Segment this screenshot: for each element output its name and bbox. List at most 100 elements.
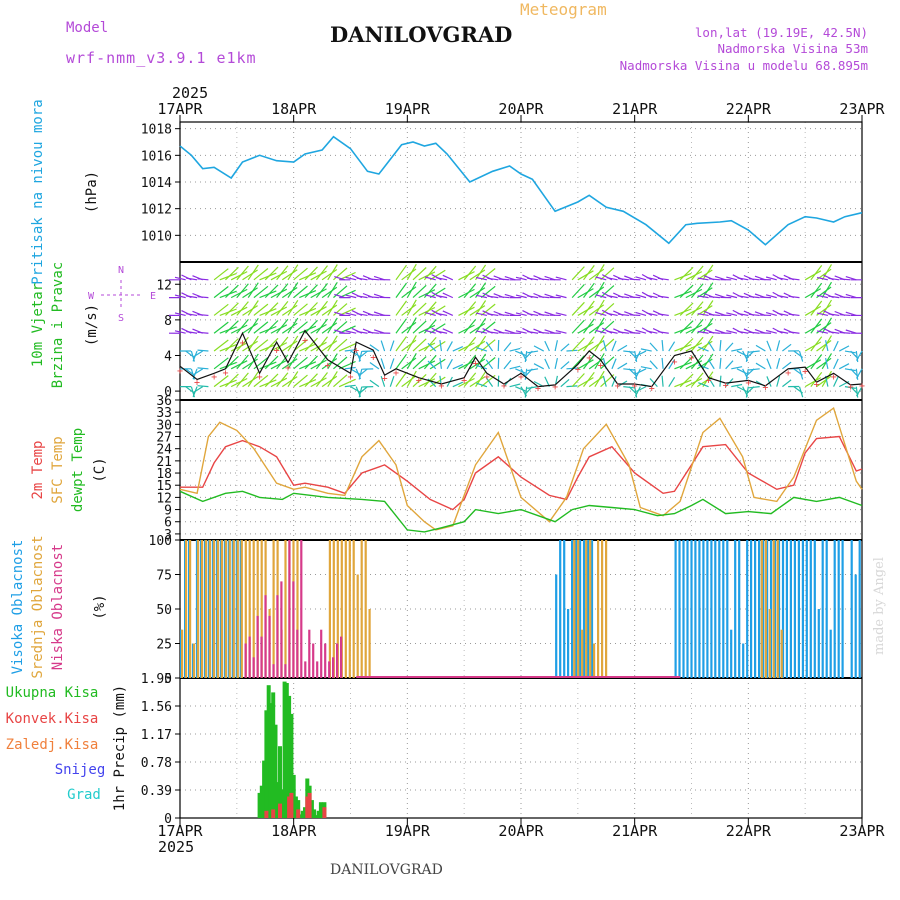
wind-arrow [429, 340, 446, 352]
cloud-bar [563, 540, 566, 678]
wind-arrow [480, 321, 496, 334]
wind-arrow [389, 358, 395, 370]
y-tick-label: 1016 [141, 149, 172, 164]
wind-gust-marker: + [723, 380, 729, 391]
wind-arrow [509, 383, 521, 388]
wind-arrow [782, 379, 792, 388]
wind-arrow [293, 356, 308, 370]
wind-arrow [594, 353, 605, 370]
precip-bar [309, 800, 314, 818]
cloud-bar [260, 540, 263, 678]
wind-arrow [281, 376, 298, 388]
cloud-bar [336, 540, 339, 678]
wind-arrow [748, 350, 760, 353]
wind-arrow [270, 324, 288, 334]
wind-arrow [469, 322, 486, 334]
y-tick-label: 1.95 [141, 672, 172, 687]
precip-bar [284, 683, 289, 818]
cloud-bar [805, 540, 808, 678]
wind-arrow [304, 373, 318, 388]
cloud-bar [750, 540, 753, 678]
wind-arrow [679, 338, 694, 352]
cloud-bar [181, 629, 184, 678]
wind-arrow [649, 378, 658, 388]
cloud-bar [236, 540, 239, 678]
wind-arrow [515, 330, 527, 334]
wind-arrow [583, 336, 595, 352]
wind-arrow [839, 296, 851, 299]
wind-arrow [197, 385, 209, 388]
y-tick-label: 33 [156, 406, 172, 421]
y-tick-label: 12 [156, 278, 172, 293]
cloud-bar [829, 629, 832, 678]
wind-arrow [855, 368, 863, 379]
wind-arrow [697, 277, 709, 281]
cloud-bar [575, 540, 578, 678]
cloud-bar [312, 643, 315, 678]
wind-arrow [577, 288, 594, 299]
wind-arrow [588, 286, 605, 299]
wind-arrow [560, 378, 570, 388]
y-tick-label: 1010 [141, 229, 172, 244]
wind-arrow [782, 343, 792, 352]
wind-arrow [685, 324, 703, 334]
wind-arrow [333, 267, 348, 281]
cloud-bar [288, 540, 291, 678]
wind-arrow [321, 304, 338, 316]
wind-gust-marker: + [848, 382, 854, 393]
wind-arrow [304, 302, 318, 316]
cloud-bar [821, 540, 824, 678]
wind-arrow [828, 277, 840, 281]
wind-arrow [225, 266, 239, 281]
cloud-bar [726, 540, 729, 678]
wind-arrow [635, 311, 647, 316]
wind-arrow [554, 340, 558, 352]
precip-bar [307, 792, 312, 818]
precip-bar [268, 703, 273, 818]
wind-arrow [401, 268, 417, 281]
meteogram-label: Meteogram [520, 0, 607, 19]
wind-arrow [242, 376, 258, 388]
wind-arrow [423, 372, 437, 388]
wind-arrow [401, 286, 417, 299]
wind-arrow [646, 312, 658, 317]
wind-arrow [816, 312, 829, 317]
wind-arrow [333, 303, 348, 316]
wind-arrow [429, 358, 446, 370]
cloud-bar [702, 540, 705, 678]
wind-gust-marker: + [348, 372, 354, 383]
wind-arrow [731, 348, 743, 352]
wind-arrow [509, 365, 521, 370]
y-tick-label: 0 [164, 812, 172, 827]
wind-arrow [657, 295, 669, 299]
wind-arrow [389, 376, 395, 387]
wind-arrow [213, 321, 229, 334]
wind-arrow [424, 329, 436, 334]
wind-arrow [193, 350, 204, 358]
wind-arrow [748, 386, 760, 389]
wind-arrow [197, 349, 209, 352]
elevation-text: Nadmorska Visina 53m [717, 41, 868, 56]
wind-arrow [515, 312, 527, 317]
wind-arrow [776, 375, 781, 387]
cloud-bar [292, 581, 295, 678]
wind-gust-marker: + [535, 383, 541, 394]
wind-arrow [788, 313, 800, 317]
footer-title: DANILOVGRAD [330, 862, 443, 878]
precip-bar [271, 809, 276, 818]
wind-arrow [588, 340, 605, 352]
wind-arrow [197, 331, 209, 334]
temp-line-2m-temp [180, 435, 863, 511]
wind-arrow [281, 304, 298, 316]
wind-arrow [498, 331, 510, 334]
wind-arrow [485, 359, 494, 370]
wind-arrow [463, 319, 477, 334]
precip-bar [278, 746, 282, 818]
wind-arrow [345, 294, 357, 299]
wind-arrow [755, 344, 766, 352]
wind-arrow [595, 329, 607, 334]
wind-arrow [821, 281, 833, 298]
cloud-bar [220, 540, 223, 678]
wind-arrow [264, 266, 279, 281]
wind-arrow [475, 330, 488, 334]
